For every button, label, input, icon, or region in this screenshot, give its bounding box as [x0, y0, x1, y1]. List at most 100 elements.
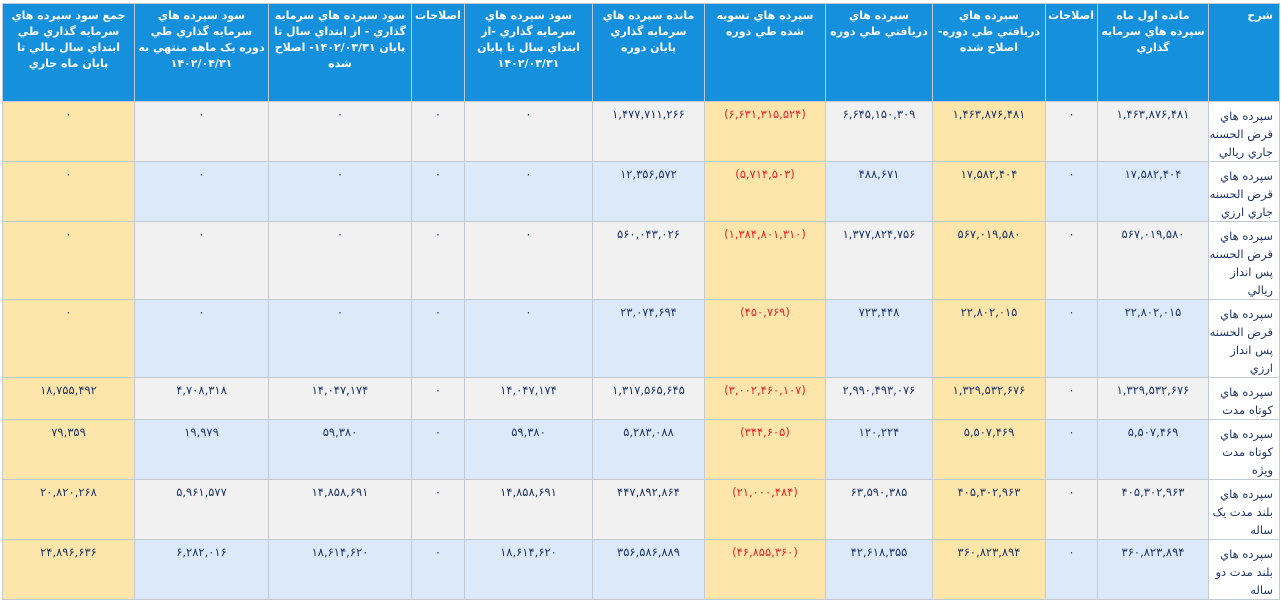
cell-received: ۶,۶۴۵,۱۵۰,۳۰۹ [825, 101, 933, 162]
cell-profit-total: ۲۴,۸۹۶,۶۳۶ [2, 539, 135, 600]
cell-adjustments-2: ۰ [411, 101, 465, 162]
cell-settled: (۴۶,۸۵۵,۳۶۰) [704, 539, 826, 600]
cell-profit-total: ۱۸,۷۵۵,۴۹۲ [2, 377, 135, 420]
cell-adjustments-2: ۰ [411, 377, 465, 420]
cell-profit-month: ۶,۲۸۲,۰۱۶ [134, 539, 269, 600]
cell-ending-balance: ۴۴۷,۸۹۲,۸۶۴ [592, 479, 705, 540]
cell-adjustments-2: ۰ [411, 539, 465, 600]
cell-received: ۱,۳۷۷,۸۲۴,۷۵۶ [825, 221, 933, 300]
cell-profit-total: ۰ [2, 101, 135, 162]
cell-profit-month: ۰ [134, 161, 269, 222]
row-description: سپرده هاي بلند مدت دو ساله [1208, 539, 1280, 600]
cell-profit-ytd-adjusted: ۰ [268, 161, 412, 222]
header-adjustments-2[interactable]: اصلاحات [411, 3, 465, 102]
header-row: شرح مانده اول ماه سپرده هاي سرمايه گذاري… [2, 3, 1280, 102]
cell-profit-total: ۰ [2, 221, 135, 300]
cell-profit-ytd: ۰ [464, 161, 593, 222]
header-desc[interactable]: شرح [1208, 3, 1280, 102]
cell-beginning-balance: ۴۰۵,۳۰۲,۹۶۳ [1097, 479, 1209, 540]
cell-profit-ytd-adjusted: ۱۴,۰۴۷,۱۷۴ [268, 377, 412, 420]
table-row[interactable]: سپرده هاي کوتاه مدت ويژه ۵,۵۰۷,۴۶۹ ۰ ۵,۵۰۷,… [2, 419, 1280, 480]
header-received-adjusted[interactable]: سپرده هاي دريافتي طي دوره- اصلاح شده [932, 3, 1046, 102]
cell-ending-balance: ۱,۴۷۷,۷۱۱,۲۶۶ [592, 101, 705, 162]
cell-settled: (۴۵۰,۷۶۹) [704, 299, 826, 378]
cell-settled: (۲۱,۰۰۰,۴۸۴) [704, 479, 826, 540]
cell-profit-month: ۰ [134, 299, 269, 378]
table-row[interactable]: سپرده هاي قرض الحسنه پس انداز ارزي ۲۲,۸۰۲… [2, 299, 1280, 378]
table-row[interactable]: سپرده هاي قرض الحسنه پس انداز ريالي ۵۶۷,۰… [2, 221, 1280, 300]
cell-beginning-balance: ۱۷,۵۸۲,۴۰۴ [1097, 161, 1209, 222]
cell-profit-ytd-adjusted: ۰ [268, 299, 412, 378]
table-row[interactable]: سپرده هاي کوتاه مدت ۱,۳۲۹,۵۳۲,۶۷۶ ۰ ۱,۳۲۹,۵… [2, 377, 1280, 420]
cell-beginning-balance: ۳۶۰,۸۲۳,۸۹۴ [1097, 539, 1209, 600]
row-description: سپرده هاي بلند مدت يک ساله [1208, 479, 1280, 540]
cell-ending-balance: ۱۲,۳۵۶,۵۷۲ [592, 161, 705, 222]
cell-profit-ytd: ۱۸,۶۱۴,۶۲۰ [464, 539, 593, 600]
header-settled[interactable]: سپرده هاي تسويه شده طي دوره [704, 3, 826, 102]
cell-received-adjusted: ۴۰۵,۳۰۲,۹۶۳ [932, 479, 1046, 540]
header-profit-total[interactable]: جمع سود سپرده هاي سرمايه گذاري طي ابتداي… [2, 3, 135, 102]
cell-settled: (۵,۷۱۴,۵۰۳) [704, 161, 826, 222]
cell-profit-month: ۱۹,۹۷۹ [134, 419, 269, 480]
cell-received-adjusted: ۱۷,۵۸۲,۴۰۴ [932, 161, 1046, 222]
cell-profit-ytd-adjusted: ۰ [268, 101, 412, 162]
cell-settled: (۳,۰۰۲,۴۶۰,۱۰۷) [704, 377, 826, 420]
cell-profit-ytd-adjusted: ۵۹,۳۸۰ [268, 419, 412, 480]
cell-adjustments-2: ۰ [411, 161, 465, 222]
table-row[interactable]: سپرده هاي بلند مدت دو ساله ۳۶۰,۸۲۳,۸۹۴ ۰ ۳۶… [2, 539, 1280, 600]
cell-adjustments-1: ۰ [1045, 419, 1098, 480]
cell-adjustments-2: ۰ [411, 299, 465, 378]
cell-adjustments-1: ۰ [1045, 539, 1098, 600]
cell-profit-ytd-adjusted: ۱۴,۸۵۸,۶۹۱ [268, 479, 412, 540]
cell-adjustments-2: ۰ [411, 221, 465, 300]
header-received[interactable]: سپرده هاي دريافتي طي دوره [825, 3, 933, 102]
header-profit-ytd[interactable]: سود سپرده هاي سرمايه گذاري -از ابتداي سا… [464, 3, 593, 102]
cell-received: ۶۳,۵۹۰,۳۸۵ [825, 479, 933, 540]
cell-adjustments-1: ۰ [1045, 101, 1098, 162]
row-description: سپرده هاي قرض الحسنه پس انداز ارزي [1208, 299, 1280, 378]
cell-received-adjusted: ۵۶۷,۰۱۹,۵۸۰ [932, 221, 1046, 300]
header-profit-month[interactable]: سود سپرده هاي سرمايه گذاري طي دوره يک ما… [134, 3, 269, 102]
header-beginning-balance[interactable]: مانده اول ماه سپرده هاي سرمايه گذاري [1097, 3, 1209, 102]
row-description: سپرده هاي کوتاه مدت [1208, 377, 1280, 420]
cell-profit-ytd-adjusted: ۱۸,۶۱۴,۶۲۰ [268, 539, 412, 600]
cell-adjustments-1: ۰ [1045, 377, 1098, 420]
cell-profit-ytd: ۱۴,۸۵۸,۶۹۱ [464, 479, 593, 540]
cell-settled: (۶,۶۳۱,۳۱۵,۵۲۴) [704, 101, 826, 162]
cell-received: ۱۲۰,۲۲۴ [825, 419, 933, 480]
cell-ending-balance: ۳۵۶,۵۸۶,۸۸۹ [592, 539, 705, 600]
cell-profit-ytd: ۰ [464, 299, 593, 378]
cell-settled: (۱,۳۸۴,۸۰۱,۳۱۰) [704, 221, 826, 300]
table-row[interactable]: سپرده هاي بلند مدت يک ساله ۴۰۵,۳۰۲,۹۶۳ ۰ ۴۰… [2, 479, 1280, 540]
deposits-table: شرح مانده اول ماه سپرده هاي سرمايه گذاري… [2, 3, 1280, 600]
cell-profit-ytd: ۱۴,۰۴۷,۱۷۴ [464, 377, 593, 420]
table-row[interactable]: سپرده هاي قرض الحسنه جاري ريالي ۱,۴۶۳,۸۷۶… [2, 101, 1280, 162]
cell-received-adjusted: ۱,۴۶۳,۸۷۶,۴۸۱ [932, 101, 1046, 162]
cell-beginning-balance: ۱,۴۶۳,۸۷۶,۴۸۱ [1097, 101, 1209, 162]
cell-received-adjusted: ۳۶۰,۸۲۳,۸۹۴ [932, 539, 1046, 600]
row-description: سپرده هاي قرض الحسنه جاري ريالي [1208, 101, 1280, 162]
cell-profit-month: ۵,۹۶۱,۵۷۷ [134, 479, 269, 540]
cell-profit-total: ۰ [2, 299, 135, 378]
cell-received-adjusted: ۲۲,۸۰۲,۰۱۵ [932, 299, 1046, 378]
table-row[interactable]: سپرده هاي قرض الحسنه جاري ارزي ۱۷,۵۸۲,۴۰۴… [2, 161, 1280, 222]
header-profit-ytd-adjusted[interactable]: سود سپرده هاي سرمايه گذاري - از ابتداي س… [268, 3, 412, 102]
cell-received-adjusted: ۱,۳۲۹,۵۳۲,۶۷۶ [932, 377, 1046, 420]
cell-profit-total: ۲۰,۸۲۰,۲۶۸ [2, 479, 135, 540]
cell-beginning-balance: ۱,۳۲۹,۵۳۲,۶۷۶ [1097, 377, 1209, 420]
header-adjustments-1[interactable]: اصلاحات [1045, 3, 1098, 102]
cell-beginning-balance: ۵۶۷,۰۱۹,۵۸۰ [1097, 221, 1209, 300]
cell-adjustments-1: ۰ [1045, 299, 1098, 378]
cell-adjustments-2: ۰ [411, 479, 465, 540]
cell-profit-total: ۷۹,۳۵۹ [2, 419, 135, 480]
cell-received: ۴۸۸,۶۷۱ [825, 161, 933, 222]
row-description: سپرده هاي قرض الحسنه پس انداز ريالي [1208, 221, 1280, 300]
cell-profit-ytd: ۰ [464, 101, 593, 162]
cell-received: ۲,۹۹۰,۴۹۳,۰۷۶ [825, 377, 933, 420]
cell-profit-month: ۰ [134, 221, 269, 300]
cell-adjustments-2: ۰ [411, 419, 465, 480]
cell-received: ۴۲,۶۱۸,۳۵۵ [825, 539, 933, 600]
cell-profit-ytd: ۰ [464, 221, 593, 300]
cell-settled: (۳۴۴,۶۰۵) [704, 419, 826, 480]
header-ending-balance[interactable]: مانده سپرده هاي سرمايه گذاري پايان دوره [592, 3, 705, 102]
